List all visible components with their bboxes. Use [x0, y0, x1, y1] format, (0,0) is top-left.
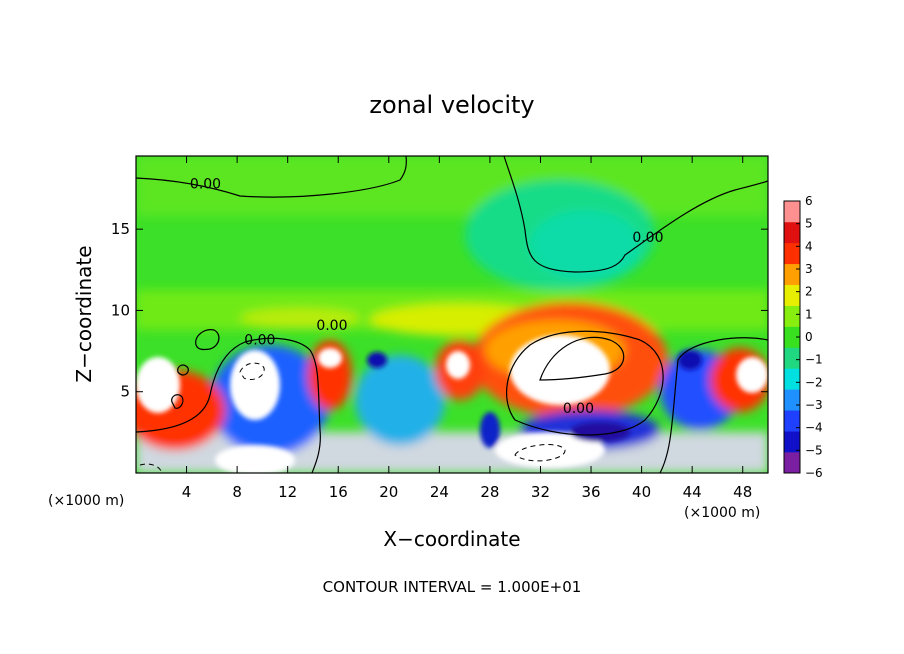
colorbar-tick-label: −6 — [805, 466, 823, 480]
colorbar-tick-label: 4 — [805, 239, 813, 253]
colorbar-swatch — [784, 201, 800, 223]
colorbar-tick-label: −5 — [805, 443, 823, 457]
colorbar-tick-label: 0 — [805, 330, 813, 344]
contour-lines — [136, 156, 768, 473]
contour-labels: 0.00 0.00 0.00 0.00 0.00 — [190, 177, 664, 417]
contour-label: 0.00 — [632, 230, 663, 246]
x-unit-right: (×1000 m) — [684, 505, 760, 521]
colorbar-tick-label: 2 — [805, 285, 813, 299]
x-tick-label: 20 — [379, 483, 398, 501]
colorbar-swatch — [784, 221, 800, 244]
y-tick-label: 10 — [111, 301, 130, 319]
colorbar-tick-label: −2 — [805, 375, 823, 389]
chart-title: zonal velocity — [369, 91, 534, 119]
x-tick-label: 48 — [733, 483, 752, 501]
y-axis-ticks: 5 10 15 — [111, 220, 768, 401]
contour-label: 0.00 — [244, 333, 275, 349]
colorbar-swatch — [784, 305, 800, 327]
colorbar-swatch — [784, 410, 800, 432]
colorbar-swatch — [784, 326, 800, 348]
y-axis-label: Z−coordinate — [72, 245, 96, 382]
contour-interval-note: CONTOUR INTERVAL = 1.000E+01 — [323, 578, 582, 596]
colorbar-tick-label: 6 — [805, 194, 813, 208]
y-tick-label: 15 — [111, 220, 130, 238]
contour-label: 0.00 — [190, 177, 221, 193]
plot-frame — [135, 155, 769, 474]
colorbar-swatch — [784, 263, 800, 285]
x-tick-label: 4 — [182, 483, 192, 501]
colorbar-tick-label: 1 — [805, 307, 813, 321]
x-axis-ticks: 4 8 12 16 20 24 28 32 36 40 44 48 — [182, 156, 752, 501]
y-tick-label: 5 — [120, 383, 130, 401]
x-axis-label: X−coordinate — [383, 527, 520, 551]
colorbar-swatch — [784, 452, 800, 474]
colorbar-tick-label: −1 — [805, 353, 823, 367]
x-tick-label: 44 — [683, 483, 702, 501]
colorbar: 6 5 4 3 2 1 0 −1 −2 −3 −4 −5 −6 — [783, 194, 823, 480]
colorbar-swatch — [784, 431, 800, 453]
x-tick-label: 16 — [329, 483, 348, 501]
contour-lines-dashed — [139, 362, 566, 473]
x-unit-left: (×1000 m) — [48, 493, 124, 509]
colorbar-swatch — [784, 284, 800, 306]
x-tick-label: 28 — [480, 483, 499, 501]
colorbar-tick-label: 3 — [805, 262, 813, 276]
contour-label: 0.00 — [316, 318, 347, 334]
heatmap-field — [136, 156, 768, 473]
x-tick-label: 40 — [632, 483, 651, 501]
x-tick-label: 36 — [581, 483, 600, 501]
colorbar-swatch — [784, 347, 800, 369]
x-tick-label: 32 — [531, 483, 550, 501]
colorbar-tick-label: 5 — [805, 217, 813, 231]
x-tick-label: 24 — [430, 483, 449, 501]
x-tick-label: 8 — [232, 483, 242, 501]
colorbar-swatch — [784, 368, 800, 390]
colorbar-swatch — [784, 242, 800, 265]
colorbar-swatch — [784, 389, 800, 411]
x-tick-label: 12 — [278, 483, 297, 501]
colorbar-tick-label: −4 — [805, 421, 823, 435]
contour-label: 0.00 — [563, 401, 594, 417]
colorbar-tick-label: −3 — [805, 398, 823, 412]
